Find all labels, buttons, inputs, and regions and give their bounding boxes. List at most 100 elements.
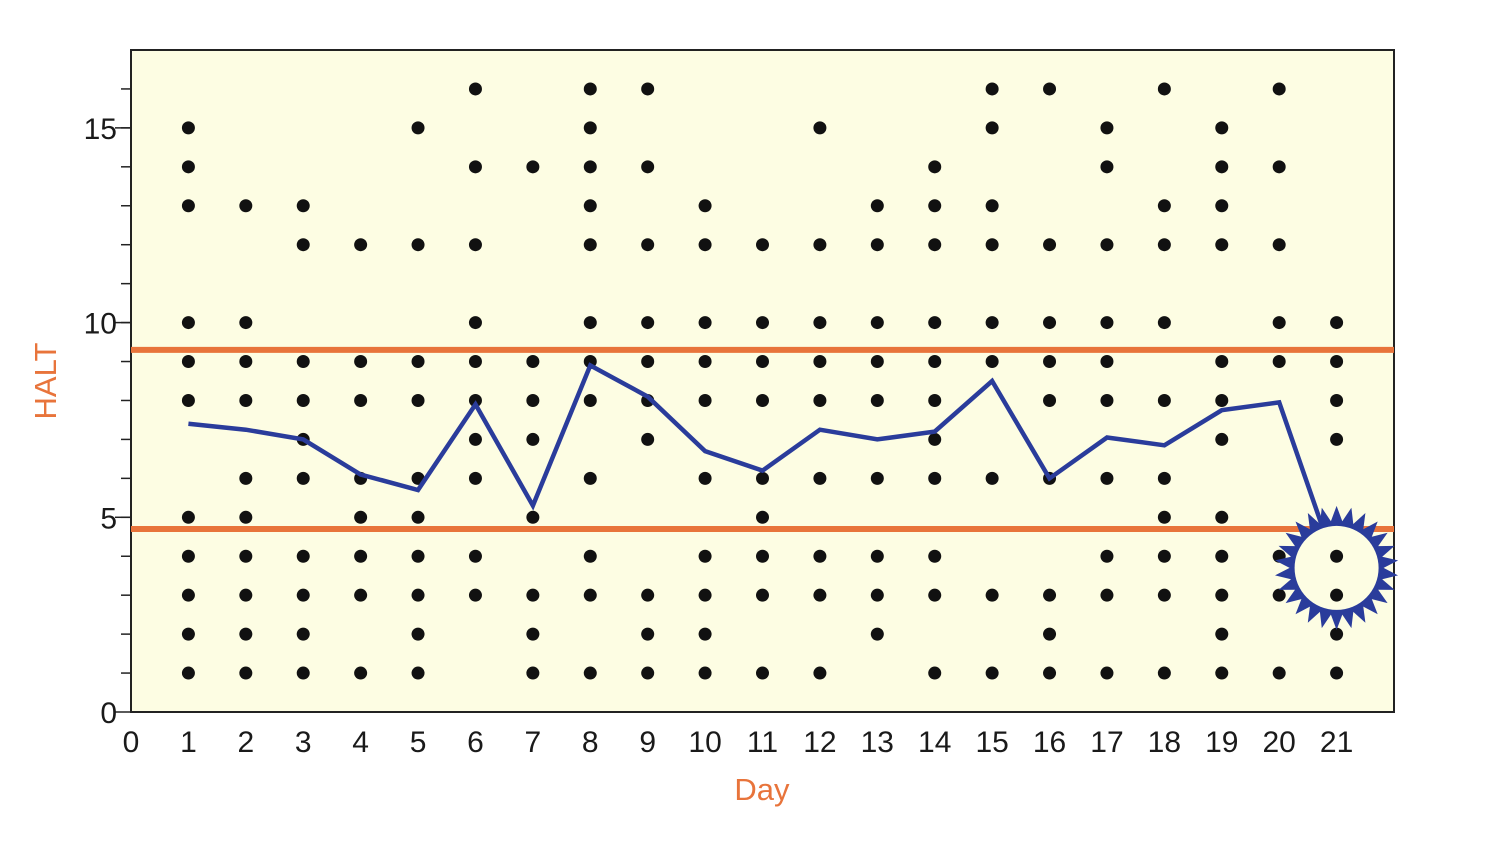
- x-tick-label: 5: [410, 726, 427, 759]
- data-point: [1043, 82, 1057, 96]
- data-point: [181, 199, 195, 213]
- data-point: [756, 316, 769, 330]
- data-point: [1157, 588, 1171, 602]
- data-point: [698, 393, 712, 407]
- data-point: [698, 627, 712, 641]
- data-point: [239, 549, 253, 563]
- data-point: [526, 160, 540, 174]
- data-point: [870, 471, 884, 485]
- data-point: [411, 355, 425, 369]
- data-point: [583, 82, 597, 96]
- data-point: [583, 238, 597, 252]
- data-point: [526, 432, 540, 446]
- data-point: [296, 471, 310, 485]
- data-point: [1272, 238, 1286, 252]
- data-point: [411, 121, 425, 135]
- data-point: [239, 393, 253, 407]
- data-point: [181, 355, 195, 369]
- x-tick-label: 3: [295, 726, 312, 759]
- data-point: [526, 588, 540, 602]
- x-axis-ticks: 0 1 2 3 4 5 6 7 8 9 10 11 12 13 14 15 16 17 18 19 20 21: [123, 726, 1354, 759]
- data-point: [756, 549, 769, 563]
- plot-area: [130, 49, 1395, 713]
- data-point: [468, 471, 482, 485]
- data-point: [583, 121, 597, 135]
- data-point: [239, 199, 253, 213]
- data-point: [411, 666, 425, 680]
- x-tick-label: 9: [639, 726, 656, 759]
- data-point: [1157, 471, 1171, 485]
- data-point: [1215, 666, 1229, 680]
- data-point: [1157, 666, 1171, 680]
- x-tick-label: 1: [180, 726, 197, 759]
- data-point: [756, 393, 769, 407]
- data-point: [641, 82, 655, 96]
- data-point: [296, 393, 310, 407]
- data-point: [181, 121, 195, 135]
- data-point: [411, 549, 425, 563]
- data-point: [985, 316, 999, 330]
- data-point: [1043, 238, 1057, 252]
- data-point: [1272, 160, 1286, 174]
- data-point: [296, 199, 310, 213]
- data-point: [526, 510, 540, 524]
- data-point: [1157, 82, 1171, 96]
- data-point: [870, 393, 884, 407]
- x-tick-label: 21: [1320, 726, 1353, 759]
- x-tick-label: 6: [467, 726, 484, 759]
- data-point: [411, 588, 425, 602]
- data-point: [239, 666, 253, 680]
- data-point: [698, 549, 712, 563]
- highlight-group: [1275, 505, 1399, 630]
- data-point: [813, 316, 827, 330]
- data-point: [181, 588, 195, 602]
- data-point: [985, 238, 999, 252]
- data-point: [181, 160, 195, 174]
- data-point: [985, 121, 999, 135]
- data-point: [928, 199, 942, 213]
- data-point: [1043, 355, 1057, 369]
- x-tick-label: 17: [1090, 726, 1123, 759]
- data-point: [698, 238, 712, 252]
- data-point: [1043, 316, 1057, 330]
- data-point: [468, 588, 482, 602]
- data-point: [239, 510, 253, 524]
- y-tick-label: 0: [100, 697, 117, 730]
- data-point: [870, 549, 884, 563]
- x-tick-label: 18: [1148, 726, 1181, 759]
- data-point: [928, 355, 942, 369]
- data-point: [813, 549, 827, 563]
- data-point: [583, 160, 597, 174]
- data-point: [870, 355, 884, 369]
- x-tick-label: 7: [525, 726, 542, 759]
- data-point: [928, 588, 942, 602]
- data-point: [354, 588, 368, 602]
- x-tick-label: 15: [975, 726, 1008, 759]
- data-point: [1100, 160, 1114, 174]
- data-point: [1043, 588, 1057, 602]
- data-point: [354, 238, 368, 252]
- data-point: [583, 199, 597, 213]
- data-point: [1215, 627, 1229, 641]
- data-point: [813, 121, 827, 135]
- data-point: [870, 199, 884, 213]
- data-point: [1215, 238, 1229, 252]
- x-tick-label: 12: [803, 726, 836, 759]
- data-point: [813, 471, 827, 485]
- x-tick-label: 11: [747, 726, 778, 759]
- data-point: [1215, 588, 1229, 602]
- data-point: [1157, 199, 1171, 213]
- data-point: [1043, 666, 1057, 680]
- data-point: [813, 666, 827, 680]
- data-point: [870, 588, 884, 602]
- data-point: [985, 471, 999, 485]
- data-point: [354, 549, 368, 563]
- data-point: [870, 627, 884, 641]
- data-point: [928, 471, 942, 485]
- y-tick-label: 5: [100, 502, 117, 535]
- data-point: [181, 393, 195, 407]
- y-tick-label: 15: [84, 113, 117, 146]
- data-point: [239, 471, 253, 485]
- data-point: [756, 666, 769, 680]
